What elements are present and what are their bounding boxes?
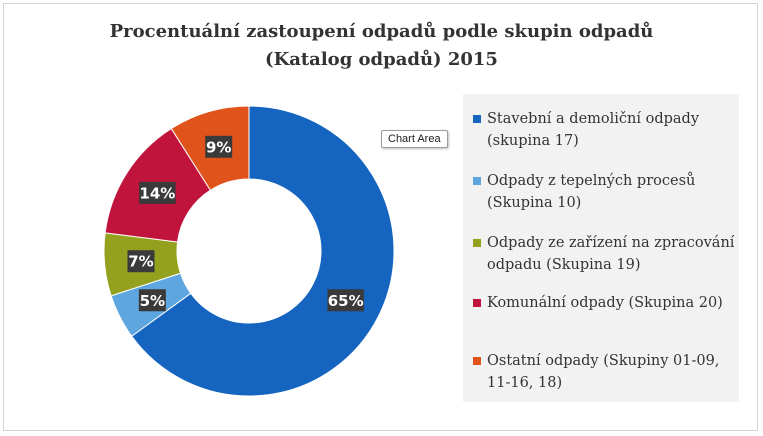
data-label-stavebni: 65% <box>327 289 364 312</box>
data-label-text: 14% <box>139 184 175 202</box>
legend-swatch <box>473 239 481 247</box>
legend-swatch <box>473 177 481 185</box>
chart-title-line-1: Procentuální zastoupení odpadů podle sku… <box>109 21 654 42</box>
data-label-zpracovani: 7% <box>127 250 155 273</box>
data-label-box <box>327 289 364 312</box>
data-label-box <box>139 181 176 204</box>
data-label-text: 9% <box>206 138 231 156</box>
legend-label-line: Ostatní odpady (Skupiny 01-09, <box>487 353 720 369</box>
chart-title-line-2: (Katalog odpadů) 2015 <box>265 49 498 70</box>
data-label-box <box>205 135 233 158</box>
legend-swatch <box>473 115 481 123</box>
chart-title: Procentuální zastoupení odpadů podle sku… <box>4 18 759 74</box>
legend-label-line: Odpady z tepelných procesů <box>487 173 696 189</box>
legend-item-ostatni[interactable]: Ostatní odpady (Skupiny 01-09, 11-16, 18… <box>473 350 735 394</box>
data-label-ostatni: 9% <box>205 135 233 158</box>
legend-label-line: (skupina 17) <box>487 133 579 149</box>
legend-label-line: odpadu (Skupina 19) <box>487 257 641 273</box>
legend-item-komunalni[interactable]: Komunální odpady (Skupina 20) <box>473 292 735 314</box>
legend[interactable]: Stavební a demoliční odpady (skupina 17)… <box>463 94 739 402</box>
legend-label-line: Komunální odpady (Skupina 20) <box>487 295 723 311</box>
legend-swatch <box>473 357 481 365</box>
legend-label-line: Stavební a demoliční odpady <box>487 111 700 127</box>
chart-area-tooltip: Chart Area <box>381 130 448 148</box>
data-label-box <box>138 289 166 312</box>
data-label-komunalni: 14% <box>139 181 176 204</box>
legend-label-line: 11-16, 18) <box>487 375 563 391</box>
legend-swatch <box>473 299 481 307</box>
chart-area[interactable]: Procentuální zastoupení odpadů podle sku… <box>3 3 758 431</box>
data-label-text: 5% <box>140 292 165 310</box>
legend-item-zpracovani[interactable]: Odpady ze zařízení na zpracování odpadu … <box>473 232 735 276</box>
legend-item-stavebni[interactable]: Stavební a demoliční odpady (skupina 17) <box>473 108 735 152</box>
data-label-text: 65% <box>328 292 364 310</box>
data-label-box <box>127 250 155 273</box>
donut-chart[interactable]: 65% 5% 7% 14% 9% <box>104 106 394 396</box>
data-label-tepelne: 5% <box>138 289 166 312</box>
data-label-text: 7% <box>128 253 153 271</box>
legend-label-line: Odpady ze zařízení na zpracování <box>487 235 735 251</box>
legend-label-line: (Skupina 10) <box>487 195 582 211</box>
legend-item-tepelne[interactable]: Odpady z tepelných procesů (Skupina 10) <box>473 170 735 214</box>
donut-slice-stavebni[interactable] <box>130 106 394 396</box>
